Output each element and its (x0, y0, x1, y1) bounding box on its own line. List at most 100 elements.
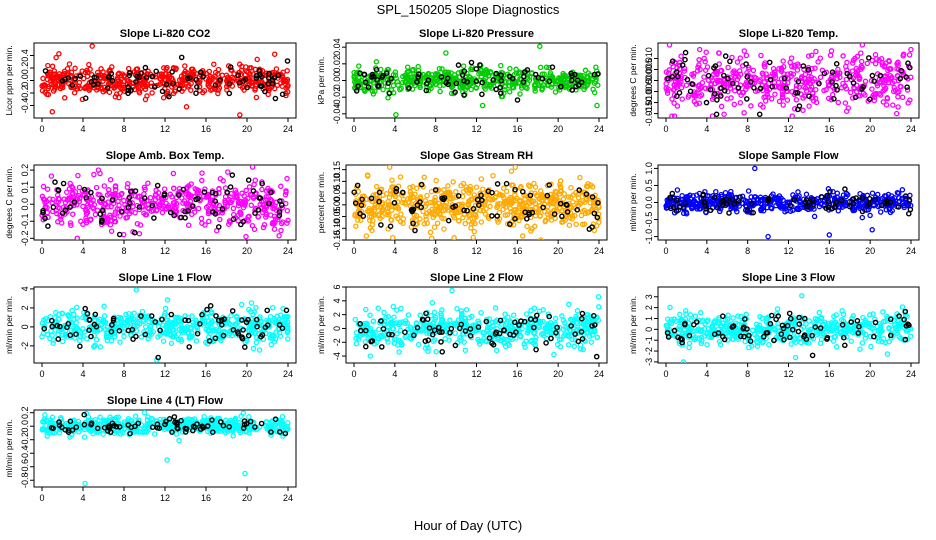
data-point (430, 76, 436, 82)
data-point (44, 186, 51, 192)
data-point (803, 191, 810, 198)
data-point (235, 202, 242, 209)
data-point (190, 205, 197, 212)
data-point (80, 203, 86, 210)
data-point (390, 303, 397, 310)
data-point (721, 111, 727, 117)
data-point (578, 73, 584, 79)
outlier-point (479, 102, 486, 109)
data-point (559, 313, 565, 319)
data-point (585, 180, 591, 187)
data-point (701, 55, 707, 62)
data-point (835, 99, 842, 106)
data-point (568, 184, 574, 191)
data-point (771, 69, 778, 75)
data-point (807, 80, 813, 87)
data-point (812, 65, 818, 71)
data-point (577, 342, 584, 348)
data-point (694, 68, 701, 74)
data-point (104, 330, 110, 336)
black-point (579, 310, 586, 317)
x-tick-label: 4 (392, 369, 397, 379)
data-point (585, 183, 591, 190)
black-point (475, 324, 482, 330)
data-point (225, 169, 231, 175)
black-point (245, 177, 252, 183)
y-tick-label: 0.0 (644, 196, 654, 209)
data-point (761, 62, 768, 68)
black-point (803, 203, 809, 209)
data-point (702, 58, 708, 65)
black-point (131, 229, 138, 236)
y-axis-label: degrees C per min. (4, 166, 14, 238)
data-point (240, 199, 246, 205)
black-point (592, 322, 598, 328)
black-point (127, 188, 134, 195)
data-point (408, 335, 414, 342)
black-point (669, 190, 676, 197)
data-point (871, 202, 877, 209)
data-point (760, 72, 766, 78)
black-point (726, 210, 732, 216)
data-point (131, 86, 138, 93)
black-point (534, 312, 540, 319)
data-point (407, 196, 413, 202)
x-tick-label: 16 (824, 124, 834, 134)
black-point (450, 204, 456, 210)
x-tick-label: 0 (39, 246, 44, 256)
black-point (864, 202, 871, 209)
x-tick-label: 0 (351, 246, 356, 256)
data-point (84, 209, 91, 216)
outlier-point (538, 237, 544, 240)
data-point (805, 53, 812, 59)
black-point (859, 86, 865, 92)
data-point (460, 214, 466, 221)
data-point (124, 214, 131, 221)
black-point (185, 317, 192, 324)
black-point (180, 186, 187, 193)
data-point (389, 184, 395, 190)
black-point (182, 317, 188, 324)
data-point (187, 198, 194, 205)
data-point (50, 196, 56, 203)
data-point (153, 207, 160, 214)
panel-title: Slope Line 1 Flow (119, 272, 212, 284)
data-point (557, 178, 564, 184)
data-point (539, 191, 545, 198)
data-point (204, 314, 210, 320)
black-point (903, 74, 910, 80)
data-point (189, 66, 196, 72)
data-point (522, 344, 528, 351)
x-tick-label: 12 (471, 246, 481, 256)
black-point (682, 49, 689, 56)
black-point (97, 211, 104, 217)
data-point (142, 324, 149, 330)
data-point (842, 100, 849, 106)
data-point (142, 86, 149, 93)
data-point (840, 53, 846, 59)
data-point (246, 65, 253, 71)
black-point (844, 70, 851, 77)
data-point (763, 85, 770, 92)
data-point (506, 89, 513, 95)
black-point (744, 96, 750, 102)
data-point (353, 340, 360, 347)
black-point (218, 322, 225, 328)
black-point (415, 74, 421, 80)
data-point (729, 78, 736, 84)
y-tick-label: 0.04 (332, 38, 342, 56)
data-point (405, 326, 411, 333)
data-point (48, 173, 55, 179)
data-point (425, 348, 431, 355)
black-point (489, 213, 495, 219)
y-tick-label: 0.000 (644, 69, 654, 92)
data-point (268, 341, 275, 348)
black-point (72, 75, 79, 82)
black-point (388, 75, 395, 82)
data-point (226, 332, 232, 338)
data-point (851, 85, 857, 92)
black-point (833, 61, 840, 67)
data-point (788, 70, 794, 77)
